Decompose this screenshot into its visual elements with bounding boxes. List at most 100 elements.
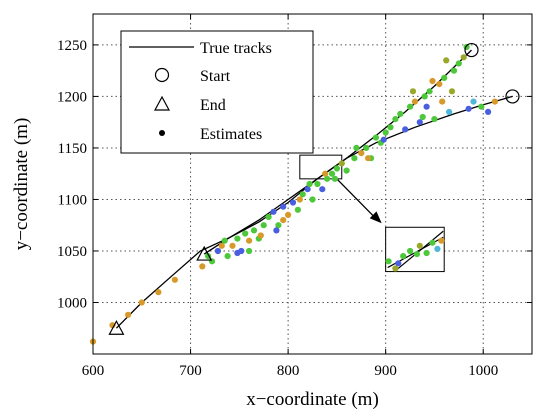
legend-entry: True tracks [200,40,272,57]
estimate-point [257,232,264,239]
estimate-point [395,260,402,267]
end-marker [108,319,125,335]
estimate-point [485,108,492,115]
estimate-point [407,247,414,255]
estimate-point [319,186,326,193]
estimate-point [397,110,404,117]
estimate-point [294,206,301,213]
true-track-line [203,95,513,255]
estimate-point [125,311,132,318]
estimate-point [260,222,267,229]
estimate-point [234,235,241,242]
legend-entry: End [200,97,226,114]
estimate-point [400,253,407,260]
start-marker [505,89,520,104]
estimate-point [275,222,282,229]
estimate-point [265,213,272,221]
estimate-point [423,103,430,110]
estimate-point [171,276,178,283]
estimate-point [421,93,428,100]
estimate-point [434,245,441,252]
start-marker [464,42,479,58]
end-marker [196,245,213,261]
legend-end-symbol [153,95,171,111]
estimate-point [273,227,280,234]
estimate-point [333,165,340,172]
estimate-point [478,103,485,110]
estimate-point [296,196,303,203]
estimate-point [431,116,438,123]
estimate-point [309,196,316,203]
estimate-point [380,136,387,143]
estimate-point [446,108,453,115]
estimate-point [280,217,287,224]
y-tick-label: 1100 [58,192,87,208]
estimate-point [438,237,445,244]
estimate-point [155,289,162,296]
x-tick-label: 600 [82,363,105,379]
estimate-point [246,247,253,255]
estimate-point [419,113,426,121]
y-tick-label: 1000 [57,295,87,311]
estimate-point [385,258,392,265]
estimate-point [423,249,430,257]
estimate-point [465,105,472,112]
estimate-point [314,180,321,188]
estimate-point [338,160,345,167]
true-track-line [115,49,472,329]
estimate-point [460,54,467,61]
estimate-point [392,265,399,272]
estimate-point [229,242,236,249]
legend: True tracks Start End Estimates [120,30,314,154]
estimate-point [416,119,423,126]
estimate-point [382,129,389,136]
estimate-point [138,299,145,306]
estimate-point [426,88,433,95]
legend-start-symbol [154,67,170,83]
x-tick-label: 900 [374,363,397,379]
plot-frame [92,13,533,355]
y-tick-label: 1050 [57,244,87,260]
estimate-points [89,43,498,345]
track-markers [108,42,520,335]
estimate-point [470,98,477,105]
estimate-point [328,170,336,177]
estimate-point [441,74,448,81]
estimate-point [402,126,409,133]
estimate-point [409,88,417,95]
estimate-point [299,191,306,198]
estimate-point [351,155,358,162]
estimate-point [450,67,458,74]
estimate-point [306,180,313,188]
estimate-point [436,81,443,88]
estimate-point [343,167,350,174]
estimate-point [214,247,221,255]
x-tick-label: 1000 [468,363,498,379]
estimate-point [322,170,329,177]
x-axis-label: x−coordinate (m) [246,389,379,410]
estimate-point [387,124,394,131]
estimate-point [250,227,258,234]
estimate-point [455,60,462,67]
estimate-point [280,203,287,210]
estimate-point [289,199,297,206]
estimate-point [285,211,292,218]
estimate-point [448,88,456,95]
x-tick-label: 800 [277,363,300,379]
estimate-point [270,208,277,215]
axis-ticks: 600 700 800 900 1000 1000 1050 1100 1150 1200 1250 [57,14,532,379]
estimate-point [372,134,379,141]
estimate-point [208,258,216,265]
legend-entry: Estimates [200,126,262,143]
estimate-point [439,98,446,105]
estimate-point [365,155,372,162]
estimate-point [411,98,418,105]
estimate-point [429,77,436,85]
estimate-point [224,253,231,260]
legend-estimate-symbol [159,130,165,136]
estimate-point [413,251,420,258]
estimate-point [246,237,253,244]
estimate-point [331,175,338,182]
y-tick-label: 1150 [58,141,87,157]
